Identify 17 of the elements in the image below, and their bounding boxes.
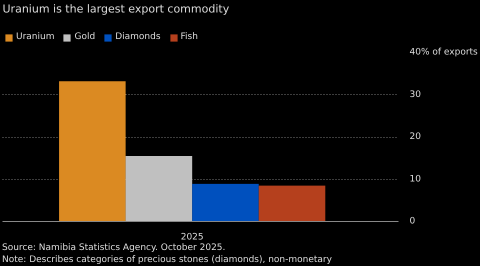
y-tick-label: 40% of exports <box>410 48 478 58</box>
x-tick-label: 2025 <box>180 232 204 242</box>
y-tick-label: 0 <box>410 216 416 226</box>
chart-title: Uranium is the largest export commodity <box>2 2 230 16</box>
y-tick-label: 30 <box>410 90 422 100</box>
y-tick-label: 20 <box>410 132 422 142</box>
legend-label: Gold <box>74 32 96 42</box>
bar <box>192 184 259 222</box>
bar <box>59 81 126 222</box>
bar <box>126 156 192 222</box>
source-note: Source: Namibia Statistics Agency. October 2025. <box>2 242 226 254</box>
text: Note: Describes categories of precious stones (diamonds), non-monetary <box>2 254 332 266</box>
bar <box>258 186 326 222</box>
legend-label: Fish <box>180 32 199 42</box>
legend-label: Uranium <box>16 32 54 42</box>
legend-label: Diamonds <box>115 32 161 42</box>
y-tick-label: 10 <box>410 174 422 184</box>
